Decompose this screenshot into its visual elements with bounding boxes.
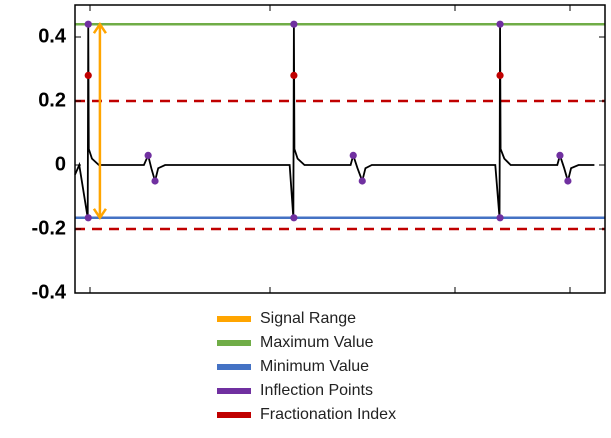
y-tick-label: -0.2 bbox=[32, 217, 66, 239]
data-point bbox=[151, 177, 159, 185]
data-point bbox=[290, 214, 298, 222]
data-point bbox=[144, 151, 152, 159]
data-point bbox=[84, 214, 92, 222]
data-point bbox=[496, 20, 504, 28]
plot-area bbox=[74, 20, 605, 231]
data-point bbox=[358, 177, 366, 185]
plot-frame bbox=[74, 4, 606, 294]
data-point bbox=[349, 151, 357, 159]
arrow-head bbox=[92, 21, 107, 34]
legend-label: Minimum Value bbox=[260, 358, 369, 375]
data-point bbox=[496, 71, 504, 79]
arrow-head bbox=[92, 208, 107, 221]
legend-swatch bbox=[217, 412, 251, 418]
y-tick-label: -0.4 bbox=[32, 281, 67, 303]
y-tick-label: 0.2 bbox=[38, 89, 66, 111]
signal-line bbox=[74, 24, 595, 218]
data-point bbox=[290, 71, 298, 79]
data-point bbox=[84, 71, 92, 79]
legend-swatch bbox=[217, 364, 251, 370]
legend-label: Maximum Value bbox=[260, 334, 374, 351]
legend-swatch bbox=[217, 340, 251, 346]
y-tick-label: 0 bbox=[55, 153, 66, 175]
data-point bbox=[556, 151, 564, 159]
data-point bbox=[84, 20, 92, 28]
legend-swatch bbox=[217, 388, 251, 394]
legend-label: Signal Range bbox=[260, 310, 356, 327]
legend-label: Fractionation Index bbox=[260, 406, 396, 423]
data-point bbox=[496, 214, 504, 222]
data-point bbox=[290, 20, 298, 28]
legend-swatch bbox=[217, 316, 251, 322]
x-tick-marks bbox=[89, 5, 571, 293]
y-tick-label: 0.4 bbox=[38, 25, 67, 47]
data-point bbox=[564, 177, 572, 185]
legend-label: Inflection Points bbox=[260, 382, 373, 399]
